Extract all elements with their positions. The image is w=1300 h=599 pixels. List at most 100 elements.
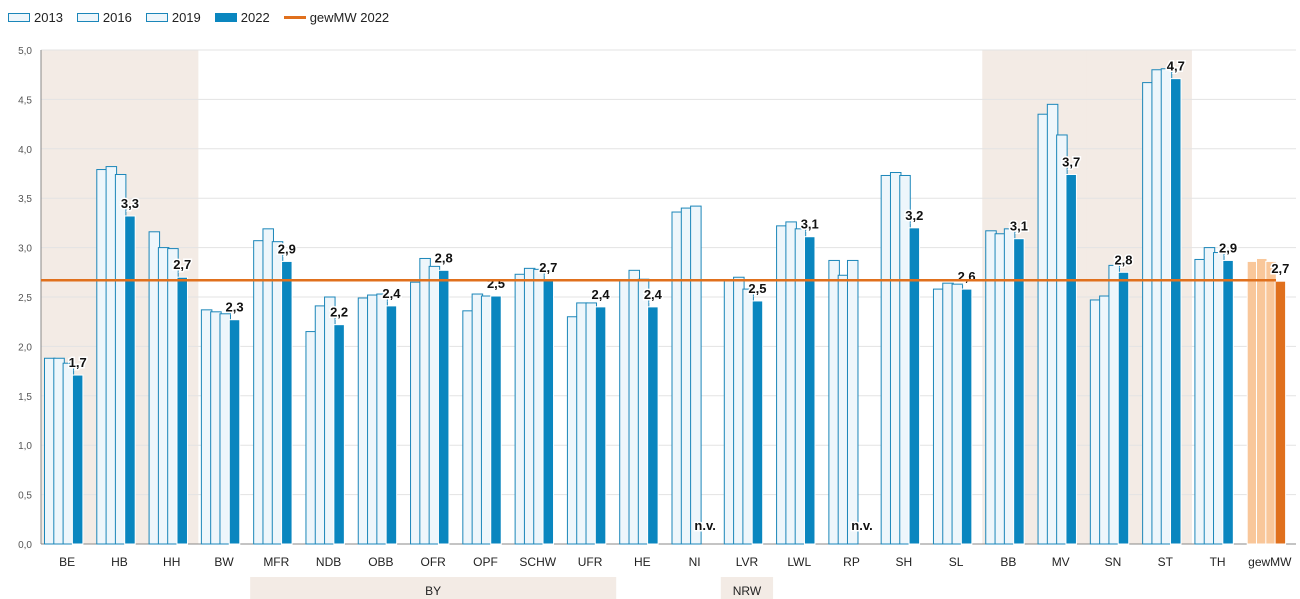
legend-label-2016: 2016 [102, 9, 132, 25]
bar-th-2022 [1222, 259, 1234, 545]
x-tick-label-lvr: LVR [736, 555, 759, 569]
legend-label-2022: 2022 [240, 9, 270, 25]
value-label-sn: 2,8 [1114, 252, 1132, 267]
bar-sn-2022 [1117, 271, 1130, 545]
x-tick-label-bw: BW [214, 555, 234, 569]
bar-obb-2022 [385, 305, 398, 545]
x-tick-label-gewmw: gewMW [1248, 555, 1292, 569]
bar-be-2022 [71, 374, 84, 545]
x-tick-label-ni: NI [689, 555, 701, 569]
value-label-hh: 2,7 [173, 257, 191, 272]
bar-ufr-2022 [594, 306, 607, 545]
bar-gewmw-2022 [1274, 280, 1287, 545]
y-tick-label: 0,0 [18, 540, 32, 551]
value-label-th: 2,9 [1219, 240, 1237, 255]
bar-sl-2022 [960, 288, 973, 545]
group-label-nrw: NRW [733, 584, 762, 598]
legend-swatch-2022 [214, 12, 237, 22]
bar-he-2022 [647, 306, 659, 545]
legend-item-mean: gewMW 2022 [283, 9, 390, 25]
y-tick-label: 2,5 [18, 293, 32, 304]
value-label-bw: 2,3 [225, 300, 243, 315]
bar-ofr-2022 [437, 269, 450, 545]
x-tick-label-ufr: UFR [578, 555, 603, 569]
value-label-schw: 2,7 [539, 260, 557, 275]
bar-st-2022 [1170, 78, 1182, 545]
value-label-ni: n.v. [694, 518, 715, 533]
legend-item-2019: 2019 [145, 9, 201, 25]
x-tick-label-mfr: MFR [263, 555, 289, 569]
x-tick-label-sl: SL [949, 555, 964, 569]
value-label-st: 4,7 [1167, 59, 1185, 74]
y-tick-label: 4,5 [18, 95, 32, 106]
x-tick-label-bb: BB [1000, 555, 1016, 569]
value-label-obb: 2,4 [382, 286, 401, 301]
value-label-hb: 3,3 [121, 196, 139, 211]
legend-line-mean [283, 15, 306, 19]
value-label-sl: 2,6 [958, 269, 976, 284]
group-band-nrw [720, 577, 774, 599]
legend-item-2016: 2016 [76, 9, 132, 25]
x-tick-label-hb: HB [111, 555, 128, 569]
legend-swatch-2013 [8, 12, 30, 22]
value-label-be: 1,7 [69, 355, 87, 370]
y-tick-label: 4,0 [18, 145, 32, 156]
legend-swatch-2016 [76, 12, 99, 22]
legend: 2013 2016 2019 2022 gewMW 2022 [8, 7, 403, 27]
bar-ndb-2022 [333, 324, 345, 545]
x-tick-label-be: BE [59, 555, 75, 569]
legend-label-2013: 2013 [34, 9, 63, 25]
bar-lvr-2022 [751, 300, 764, 545]
value-label-mfr: 2,9 [278, 241, 296, 256]
x-tick-label-lwl: LWL [787, 555, 811, 569]
value-label-lvr: 2,5 [748, 281, 766, 296]
bar-bw-2022 [228, 319, 241, 545]
x-tick-label-he: HE [634, 555, 651, 569]
legend-swatch-2019 [145, 12, 168, 22]
x-tick-label-ndb: NDB [316, 555, 341, 569]
x-tick-label-opf: OPF [473, 555, 498, 569]
bar-opf-2022 [490, 295, 502, 545]
y-tick-label: 2,0 [18, 342, 32, 353]
bar-mfr-2022 [281, 260, 293, 545]
x-tick-label-mv: MV [1052, 555, 1070, 569]
group-band-by [250, 577, 617, 599]
value-label-rp: n.v. [851, 518, 872, 533]
value-label-ufr: 2,4 [592, 287, 611, 302]
x-tick-label-th: TH [1210, 555, 1226, 569]
value-label-ofr: 2,8 [435, 250, 453, 265]
value-label-he: 2,4 [644, 287, 663, 302]
value-label-opf: 2,5 [487, 276, 505, 291]
x-tick-label-sn: SN [1105, 555, 1122, 569]
y-tick-label: 1,5 [18, 392, 32, 403]
value-label-mv: 3,7 [1062, 154, 1080, 169]
value-label-sh: 3,2 [905, 208, 923, 223]
x-tick-label-ofr: OFR [421, 555, 447, 569]
legend-item-2022: 2022 [214, 9, 270, 25]
x-tick-label-st: ST [1158, 555, 1174, 569]
value-label-gewmw: 2,7 [1271, 261, 1289, 276]
group-label-by: BY [425, 584, 441, 598]
bar-hb-2022 [124, 215, 136, 545]
legend-label-2019: 2019 [171, 9, 201, 25]
y-tick-label: 0,5 [18, 491, 32, 502]
x-tick-label-hh: HH [163, 555, 180, 569]
value-label-bb: 3,1 [1010, 219, 1028, 234]
bar-mv-2022 [1065, 173, 1077, 545]
x-tick-label-obb: OBB [368, 555, 393, 569]
x-tick-label-sh: SH [895, 555, 912, 569]
x-tick-label-rp: RP [843, 555, 860, 569]
x-tick-label-schw: SCHW [519, 555, 556, 569]
legend-item-2013: 2013 [8, 10, 63, 25]
legend-label-mean: gewMW 2022 [309, 9, 390, 25]
y-tick-label: 1,0 [18, 441, 32, 452]
value-label-lwl: 3,1 [801, 217, 819, 232]
bar-lwl-2022 [803, 236, 816, 545]
bar-ni-2019 [690, 205, 702, 545]
y-tick-label: 3,0 [18, 244, 32, 255]
bar-hh-2022 [176, 276, 188, 545]
y-tick-label: 5,0 [18, 46, 32, 57]
y-tick-label: 3,5 [18, 194, 32, 205]
bar-schw-2022 [542, 279, 555, 545]
